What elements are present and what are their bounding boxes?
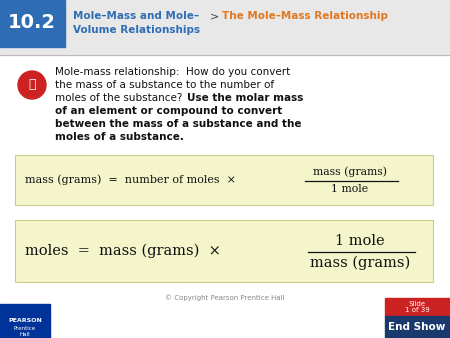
Bar <box>0 0 65 47</box>
Text: 1 mole: 1 mole <box>332 184 369 194</box>
Text: 10.2: 10.2 <box>8 14 56 32</box>
Text: Mole–Mass and Mole–: Mole–Mass and Mole– <box>73 11 199 21</box>
FancyBboxPatch shape <box>15 155 433 205</box>
Text: Hall: Hall <box>20 333 30 338</box>
Text: moles of the substance?: moles of the substance? <box>55 93 189 103</box>
Text: of an element or compound to convert: of an element or compound to convert <box>55 106 282 116</box>
FancyBboxPatch shape <box>15 220 433 282</box>
Text: mass (grams): mass (grams) <box>310 256 410 270</box>
Bar <box>0 304 50 338</box>
Text: moles of a substance.: moles of a substance. <box>55 132 184 142</box>
Text: 1 mole: 1 mole <box>335 234 385 248</box>
Circle shape <box>18 71 46 99</box>
Text: © Copyright Pearson Prentice Hall: © Copyright Pearson Prentice Hall <box>165 295 285 301</box>
Text: 🔑: 🔑 <box>28 78 36 92</box>
Text: Slide
1 of 39: Slide 1 of 39 <box>405 300 429 314</box>
Text: Prentice: Prentice <box>14 327 36 332</box>
Text: mass (grams)  =  number of moles  ×: mass (grams) = number of moles × <box>25 175 236 185</box>
Text: >: > <box>210 11 219 21</box>
Text: mass (grams): mass (grams) <box>313 167 387 177</box>
Text: Mole-mass relationship:  How do you convert: Mole-mass relationship: How do you conve… <box>55 67 290 77</box>
Text: moles  =  mass (grams)  ×: moles = mass (grams) × <box>25 244 221 258</box>
Text: Volume Relationships: Volume Relationships <box>73 25 200 35</box>
Bar <box>0 0 450 55</box>
Text: End Show: End Show <box>388 322 446 332</box>
Bar <box>385 316 450 338</box>
Text: The Mole–Mass Relationship: The Mole–Mass Relationship <box>222 11 388 21</box>
Text: between the mass of a substance and the: between the mass of a substance and the <box>55 119 302 129</box>
Bar <box>385 298 450 316</box>
Text: PEARSON: PEARSON <box>8 318 42 323</box>
Text: the mass of a substance to the number of: the mass of a substance to the number of <box>55 80 274 90</box>
Text: Use the molar mass: Use the molar mass <box>187 93 303 103</box>
